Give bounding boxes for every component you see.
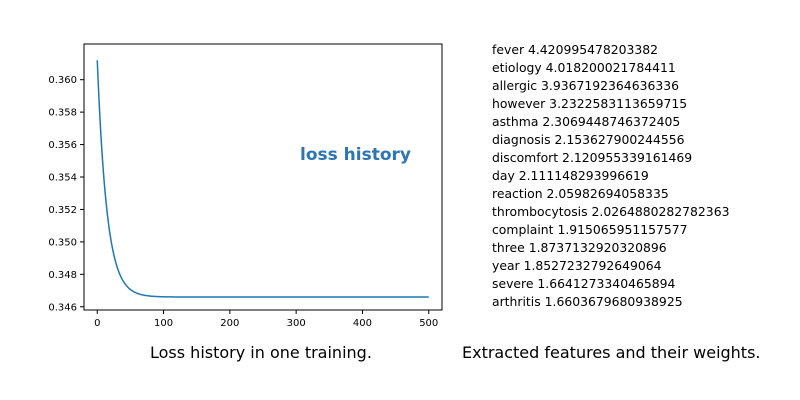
- feature-weight-item: discomfort 2.120955339161469: [492, 150, 693, 165]
- y-tick-label: 0.348: [48, 270, 77, 281]
- feature-weight-item: severe 1.6641273340465894: [492, 276, 676, 291]
- feature-weight-item: reaction 2.05982694058335: [492, 186, 669, 201]
- y-tick-label: 0.354: [48, 173, 77, 184]
- feature-weights-list: fever 4.420995478203382 etiology 4.018200…: [492, 41, 729, 311]
- loss-history-line: [96, 60, 429, 298]
- x-tick-label: 200: [220, 318, 239, 329]
- y-axis-ticks: 0.346 0.348 0.350 0.352 0.354 0.356 0.358 0.360: [48, 75, 84, 313]
- loss-history-chart: 0 100 200 300 400 500 0.3460.3480.3500.3520.3…: [48, 43, 443, 329]
- y-tick-label: 0.360: [48, 75, 77, 86]
- feature-weight-item: however 3.2322583113659715: [492, 96, 688, 111]
- x-tick-label: 300: [287, 318, 306, 329]
- feature-weight-item: allergic 3.9367192364636336: [492, 78, 679, 93]
- y-tick-label: 0.356: [48, 140, 77, 151]
- feature-weight-item: asthma 2.3069448746372405: [492, 114, 681, 129]
- feature-weight-item: diagnosis 2.153627900244556: [492, 132, 685, 147]
- y-tick-label: 0.350: [48, 237, 77, 248]
- y-tick-label: 0.346: [48, 302, 77, 313]
- feature-weight-item: thrombocytosis 2.0264880282782363: [492, 204, 730, 219]
- x-axis-ticks: 0 100 200 300 400 500: [94, 310, 438, 329]
- feature-weight-item: arthritis 1.6603679680938925: [492, 294, 683, 309]
- x-tick-label: 400: [353, 318, 372, 329]
- chart-annotation: loss history: [300, 145, 411, 165]
- y-tick-label: 0.358: [48, 108, 77, 119]
- x-tick-label: 0: [94, 318, 100, 329]
- feature-weight-item: complaint 1.915065951157577: [492, 222, 688, 237]
- feature-weight-item: three 1.8737132920320896: [492, 240, 667, 255]
- feature-weight-item: year 1.8527232792649064: [492, 258, 662, 273]
- y-tick-label: 0.352: [48, 205, 77, 216]
- feature-weight-item: day 2.111148293996619: [492, 168, 649, 183]
- feature-weight-item: etiology 4.018200021784411: [492, 60, 676, 75]
- plot-frame: [83, 43, 443, 311]
- feature-weight-item: fever 4.420995478203382: [492, 42, 659, 57]
- x-tick-label: 100: [154, 318, 173, 329]
- features-caption: Extracted features and their weights.: [462, 343, 761, 362]
- chart-caption: Loss history in one training.: [150, 343, 372, 362]
- x-tick-label: 500: [419, 318, 438, 329]
